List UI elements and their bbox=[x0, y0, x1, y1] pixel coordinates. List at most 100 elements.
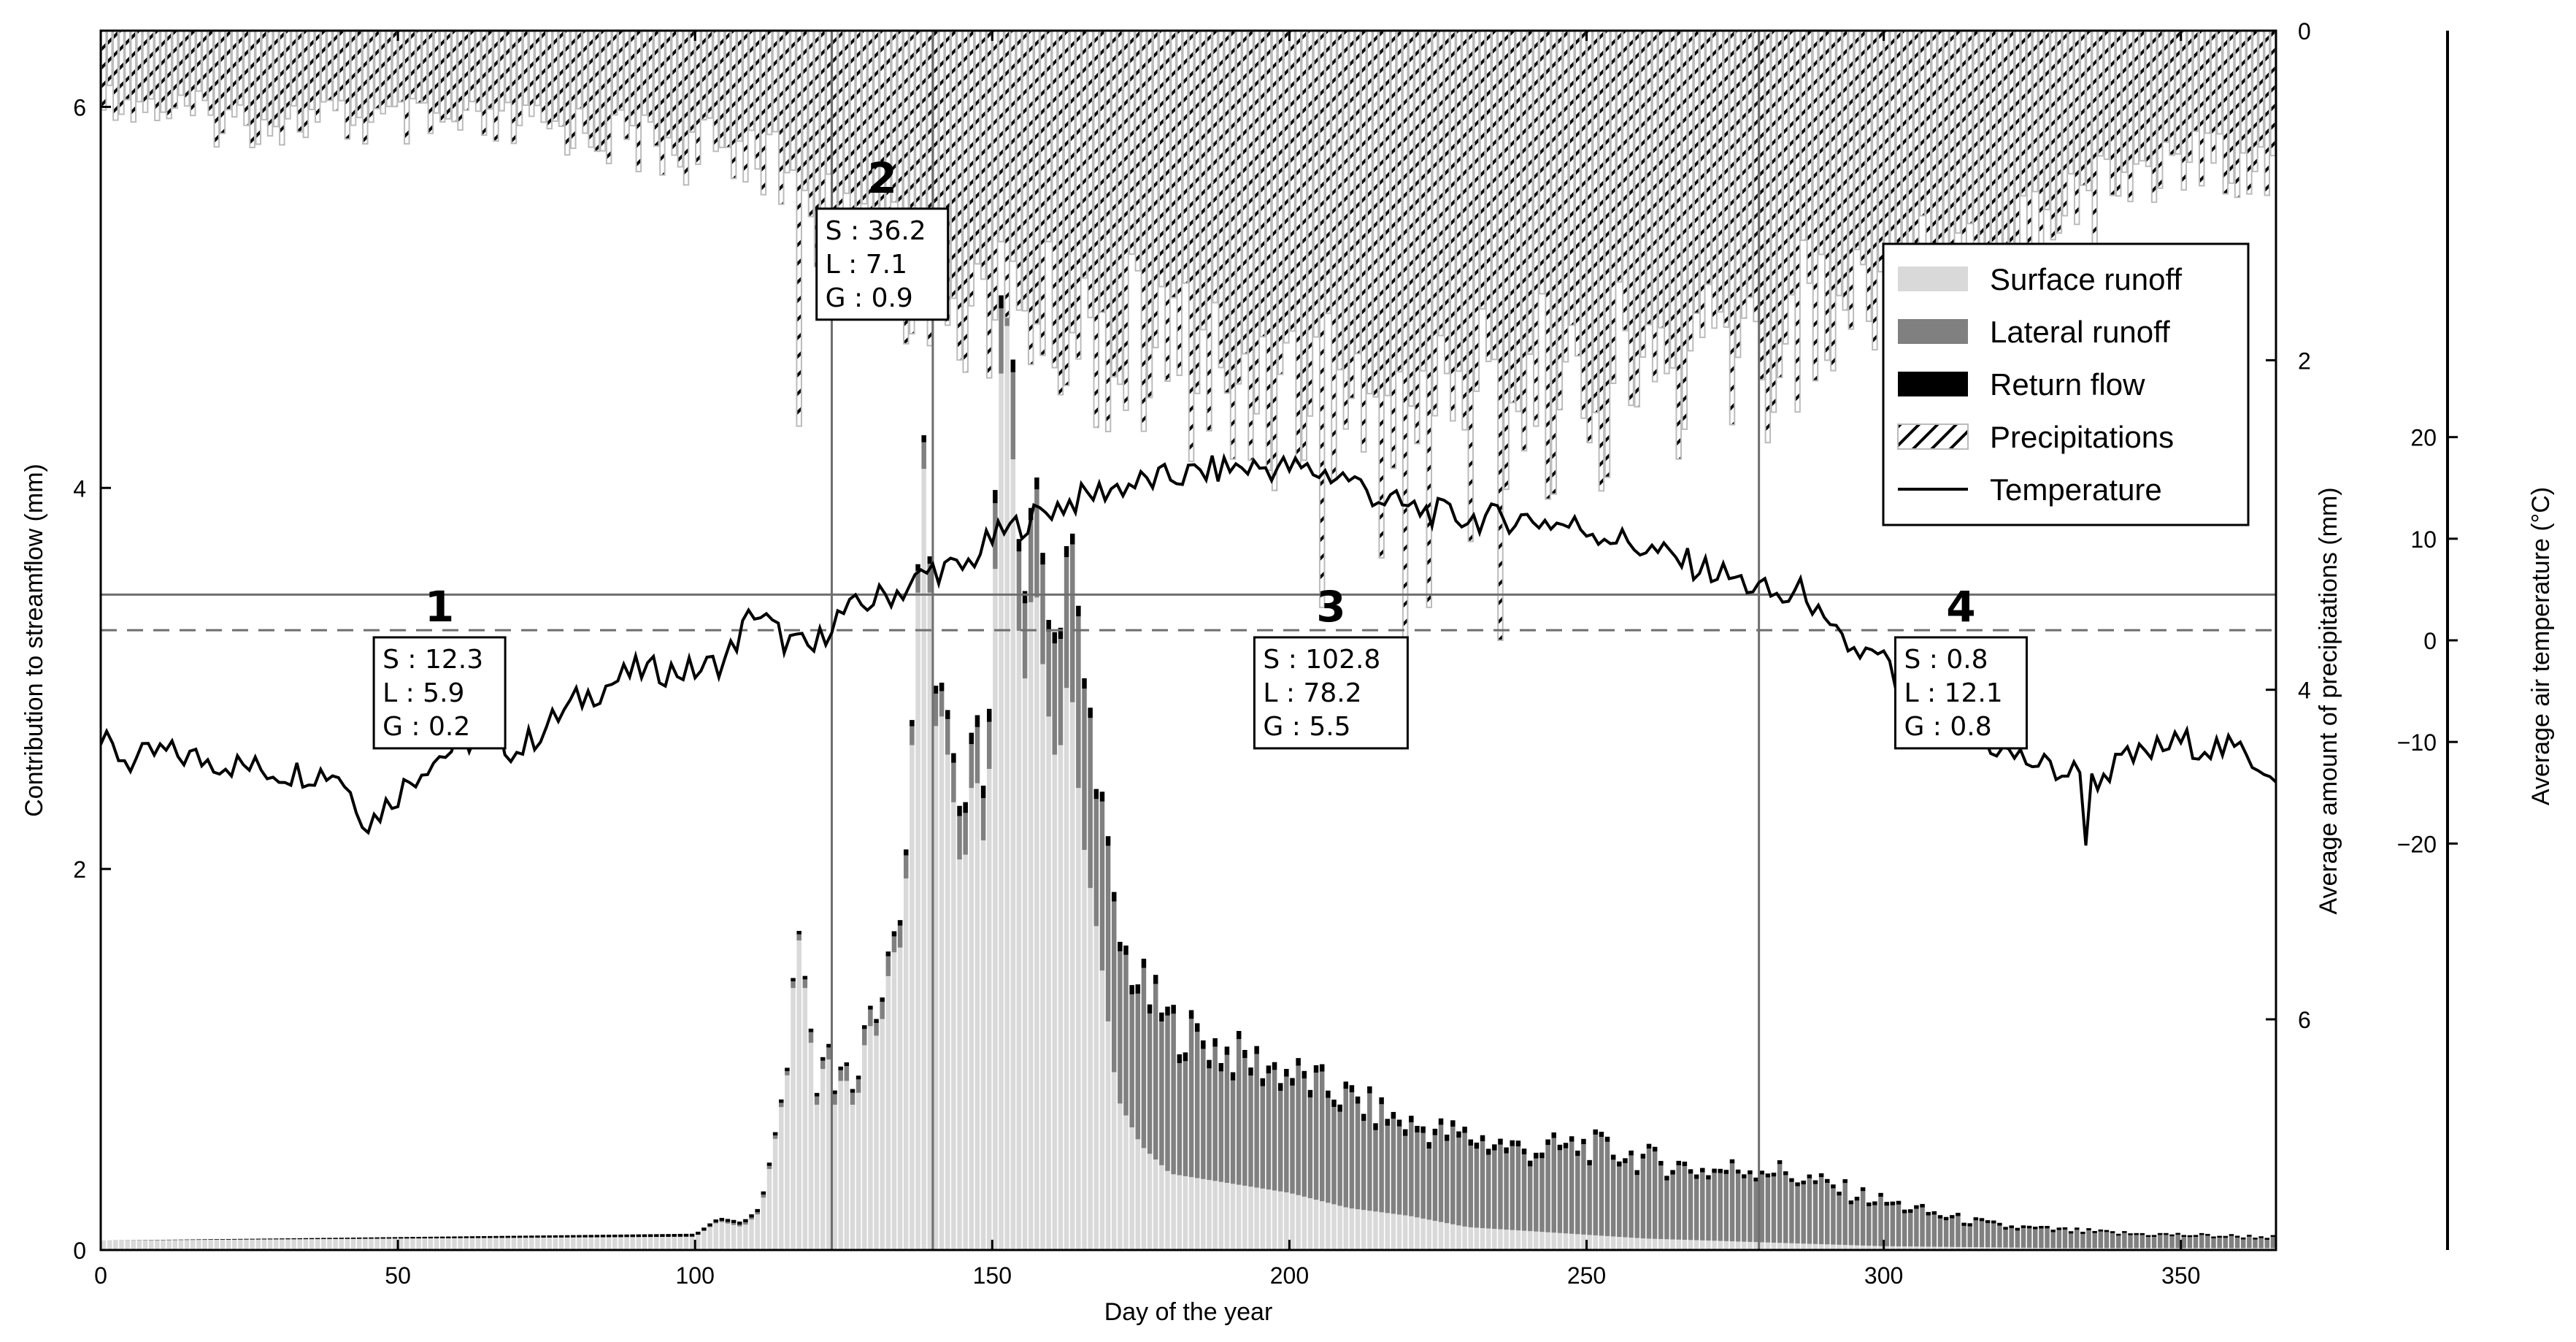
precipitation-bar bbox=[2097, 31, 2104, 157]
lateral-runoff-bar bbox=[1082, 689, 1087, 851]
precipitation-bar bbox=[659, 31, 666, 176]
return-flow-bar bbox=[1337, 1104, 1342, 1112]
return-flow-bar bbox=[2229, 1234, 2234, 1236]
return-flow-bar bbox=[439, 1236, 445, 1238]
precipitation-bar bbox=[362, 31, 369, 145]
precipitation-bar bbox=[415, 31, 422, 104]
precipitation-bar bbox=[1348, 31, 1356, 399]
precipitation-bar bbox=[2091, 31, 2098, 279]
return-flow-bar bbox=[493, 1235, 499, 1238]
surface-runoff-bar bbox=[386, 1238, 392, 1250]
surface-runoff-bar bbox=[1610, 1236, 1616, 1250]
return-flow-bar bbox=[469, 1236, 475, 1238]
lateral-runoff-bar bbox=[1973, 1220, 1979, 1248]
precipitation-bar bbox=[2252, 31, 2258, 172]
return-flow-bar bbox=[1825, 1178, 1830, 1183]
period-stat-line: G : 5.5 bbox=[1263, 712, 1350, 742]
precipitation-bar bbox=[279, 31, 285, 146]
return-flow-bar bbox=[386, 1237, 392, 1239]
precipitation-bar bbox=[2056, 31, 2063, 234]
return-flow-bar bbox=[267, 1238, 273, 1240]
lateral-runoff-bar bbox=[1551, 1138, 1556, 1233]
surface-runoff-bar bbox=[1593, 1235, 1598, 1250]
return-flow-bar bbox=[915, 564, 920, 571]
return-flow-bar bbox=[208, 1239, 213, 1240]
return-flow-bar bbox=[624, 1234, 629, 1238]
precipitation-bar bbox=[445, 31, 452, 120]
precipitation-bar bbox=[1758, 31, 1765, 381]
precipitation-bar bbox=[2080, 31, 2086, 186]
precipitation-bar bbox=[2192, 31, 2199, 132]
precipitation-bar bbox=[909, 31, 915, 335]
surface-runoff-bar bbox=[541, 1238, 546, 1250]
lateral-runoff-bar bbox=[1753, 1181, 1758, 1243]
lateral-runoff-bar bbox=[2026, 1228, 2032, 1248]
return-flow-bar bbox=[1997, 1222, 2002, 1226]
return-flow-bar bbox=[1652, 1146, 1658, 1152]
precipitation-bar bbox=[2014, 31, 2021, 264]
precipitation-bar bbox=[1984, 31, 1991, 257]
surface-runoff-bar bbox=[766, 1169, 772, 1250]
surface-runoff-bar bbox=[321, 1238, 326, 1250]
lateral-runoff-bar bbox=[808, 1032, 814, 1043]
lateral-runoff-bar bbox=[868, 1009, 873, 1027]
precipitation-bar bbox=[469, 31, 476, 103]
precipitation-bar bbox=[493, 31, 499, 142]
return-flow-bar bbox=[1539, 1152, 1545, 1159]
surface-runoff-bar bbox=[297, 1239, 303, 1250]
lateral-runoff-bar bbox=[2104, 1232, 2110, 1249]
return-flow-bar bbox=[838, 1066, 843, 1070]
return-flow-bar bbox=[1290, 1078, 1295, 1086]
lateral-runoff-bar bbox=[772, 1135, 778, 1139]
precipitation-bar bbox=[1402, 31, 1409, 691]
return-flow-bar bbox=[766, 1162, 772, 1166]
lateral-runoff-bar bbox=[1515, 1146, 1521, 1231]
precipitation-bar bbox=[1872, 31, 1878, 351]
lateral-runoff-bar bbox=[1468, 1145, 1474, 1227]
x-tick-label: 250 bbox=[1567, 1262, 1606, 1289]
precipitation-bar bbox=[404, 31, 410, 145]
return-flow-bar bbox=[2247, 1235, 2252, 1237]
surface-runoff-bar bbox=[1693, 1240, 1699, 1250]
lateral-runoff-bar bbox=[1420, 1132, 1426, 1219]
lateral-runoff-bar bbox=[1272, 1070, 1277, 1191]
surface-runoff-bar bbox=[1302, 1196, 1307, 1250]
return-flow-bar bbox=[321, 1238, 326, 1239]
precipitation-bar bbox=[2264, 31, 2271, 196]
precipitation-bar bbox=[2246, 31, 2253, 195]
precipitation-bar bbox=[1253, 31, 1260, 415]
precipitation-bar bbox=[1895, 31, 1902, 256]
return-flow-bar bbox=[1604, 1136, 1610, 1142]
lateral-runoff-bar bbox=[945, 718, 950, 755]
y-axis-title-temp: Average air temperature (°C) bbox=[2527, 487, 2555, 805]
lateral-runoff-bar bbox=[2205, 1235, 2210, 1249]
return-flow-bar bbox=[1177, 1054, 1183, 1064]
surface-runoff-bar bbox=[1854, 1245, 1860, 1250]
lateral-runoff-bar bbox=[1123, 954, 1129, 1116]
surface-runoff-bar bbox=[315, 1239, 320, 1250]
return-flow-bar bbox=[1950, 1215, 1955, 1219]
precipitation-bar bbox=[2008, 31, 2015, 255]
return-flow-bar bbox=[666, 1234, 671, 1237]
return-flow-bar bbox=[749, 1214, 754, 1218]
surface-runoff-bar bbox=[464, 1238, 469, 1250]
return-flow-bar bbox=[1331, 1100, 1337, 1107]
surface-runoff-bar bbox=[398, 1238, 404, 1250]
precipitation-bar bbox=[1639, 31, 1647, 358]
return-flow-bar bbox=[1218, 1062, 1224, 1072]
lateral-runoff-bar bbox=[1789, 1181, 1794, 1243]
precipitation-bar bbox=[695, 31, 701, 165]
precipitation-bar bbox=[1747, 31, 1753, 299]
surface-runoff-bar bbox=[1337, 1205, 1342, 1250]
return-flow-bar bbox=[1361, 1113, 1366, 1121]
lateral-runoff-bar bbox=[1343, 1089, 1349, 1208]
precipitation-bar bbox=[683, 31, 690, 186]
return-flow-bar bbox=[1111, 892, 1117, 902]
return-flow-bar bbox=[779, 1099, 784, 1103]
precipitation-bar bbox=[944, 31, 951, 326]
precipitation-bar bbox=[1955, 31, 1961, 234]
surface-runoff-bar bbox=[583, 1237, 588, 1250]
surface-runoff-bar bbox=[1159, 1165, 1164, 1250]
precipitation-bar bbox=[1818, 31, 1825, 256]
surface-runoff-bar bbox=[1438, 1222, 1444, 1250]
